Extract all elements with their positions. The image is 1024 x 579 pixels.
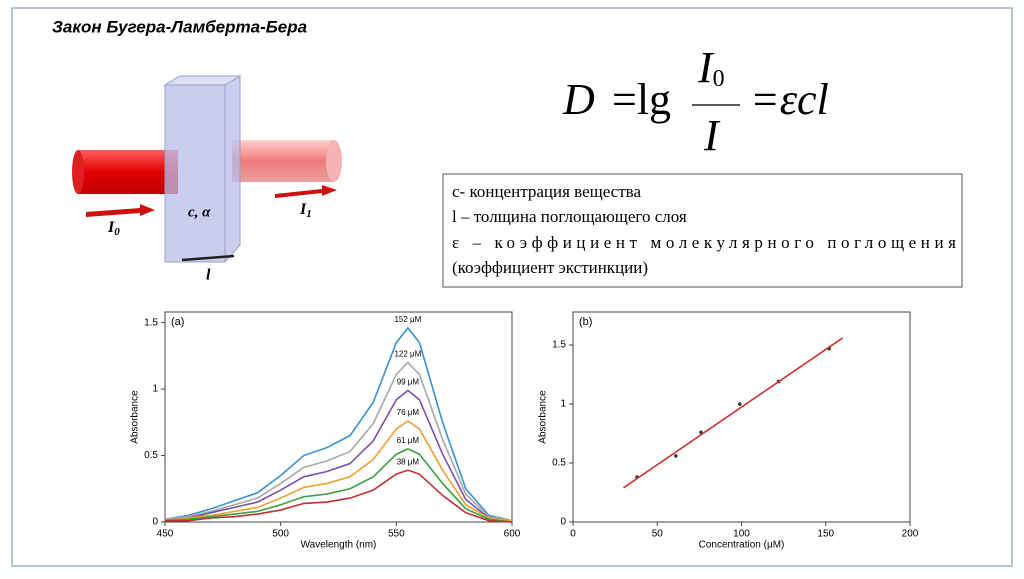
series-line [164, 389, 513, 522]
x-tick-label: 200 [902, 529, 919, 540]
series-line [164, 361, 513, 522]
cuvette [164, 75, 241, 263]
x-tick-label: 50 [652, 529, 664, 540]
length-arrow [181, 254, 235, 262]
y-tick-label: 1.5 [552, 340, 566, 351]
length-label: l [206, 267, 211, 284]
data-point [738, 402, 742, 406]
title: Закон Бугера-Ламберта-Бера [52, 17, 307, 36]
series-label: 61 μM [397, 436, 420, 445]
beam-end [326, 140, 342, 182]
subscript: 1 [306, 208, 312, 220]
series-label: 99 μM [397, 378, 420, 387]
cuvette-top [163, 75, 242, 86]
x-tick-label: 450 [157, 529, 174, 540]
series-label: 152 μM [394, 315, 421, 324]
symbol: I [697, 43, 715, 92]
transmitted-beam [232, 140, 334, 182]
series-label: 122 μM [394, 350, 421, 359]
definition: ε – коэффициент молекулярного поглощения [452, 233, 956, 252]
definition: (коэффициент экстинкции) [452, 258, 648, 277]
panel-label: (a) [171, 316, 184, 328]
series-line [164, 326, 513, 522]
y-tick-label: 1 [152, 384, 158, 395]
y-tick-label: 0.5 [552, 458, 566, 469]
series-line [165, 469, 513, 523]
cell-label: c, α [188, 204, 211, 220]
x-tick-label: 100 [733, 529, 750, 540]
incident-beam [78, 150, 178, 194]
numerator: I0 [697, 43, 725, 92]
label: I [299, 201, 307, 218]
x-axis-label: Wavelength (nm) [301, 540, 377, 551]
denominator: I [703, 111, 721, 160]
y-axis-label: Absorbance [130, 390, 141, 444]
slide-frame [11, 7, 1013, 567]
y-tick-label: 0.5 [144, 450, 158, 461]
plot-frame [572, 311, 911, 523]
y-tick-label: 1 [560, 399, 566, 410]
cuvette-diagram: c, α I0 I1 l [72, 75, 342, 284]
series-label: 76 μM [397, 408, 420, 417]
arrow [275, 185, 337, 198]
label: I [107, 219, 115, 236]
formula: D =lg I0 I =εcl [562, 43, 829, 160]
x-tick-label: 150 [817, 529, 834, 540]
y-tick-label: 0 [152, 517, 158, 528]
beam-end [72, 150, 84, 194]
x-tick-label: 550 [388, 529, 405, 540]
subscript: 0 [713, 66, 725, 92]
incident-label: I0 [107, 219, 120, 238]
panel-label: (b) [579, 316, 592, 328]
definition: l – толщина поглощающего слоя [452, 207, 687, 226]
y-tick-label: 1.5 [144, 317, 158, 328]
arrow [86, 204, 155, 217]
y-tick-label: 0 [560, 517, 566, 528]
definitions-box: с- концентрация вещества l – толщина пог… [442, 173, 963, 288]
x-axis-label: Concentration (μM) [699, 540, 785, 551]
series-line [164, 420, 513, 522]
formula-lhs: D [562, 75, 595, 124]
series-line [623, 337, 844, 489]
transmitted-label: I1 [299, 201, 312, 220]
x-tick-label: 0 [570, 529, 576, 540]
definition: с- концентрация вещества [452, 182, 641, 201]
data-point [673, 454, 678, 458]
series-line [164, 448, 513, 523]
x-tick-label: 600 [504, 529, 521, 540]
box [442, 173, 963, 288]
plot-frame [164, 311, 513, 523]
y-axis-label: Absorbance [538, 390, 549, 444]
formula-op: =lg [612, 75, 671, 124]
series-label: 38 μM [397, 457, 420, 466]
formula-rhs: =εcl [750, 75, 829, 124]
subscript: 0 [114, 226, 120, 238]
x-tick-label: 500 [272, 529, 289, 540]
